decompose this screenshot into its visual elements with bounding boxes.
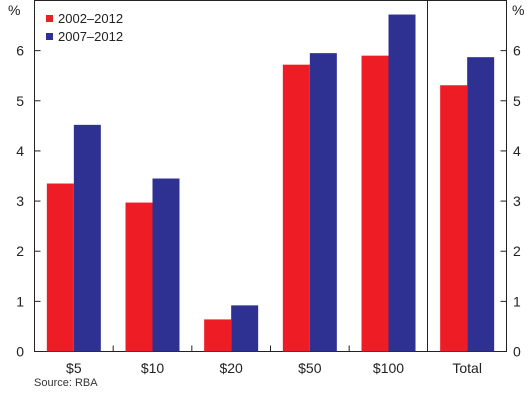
- legend-swatch-2007-2012: [46, 33, 53, 40]
- y-tick-label-left-6: 6: [16, 43, 24, 59]
- bar-20-series-2: [231, 305, 259, 352]
- y-tick-label-right-0: 0: [513, 344, 521, 360]
- y-tick-label-left-4: 4: [16, 143, 24, 159]
- x-axis-labels: $5 $10 $20 $50 $100 Total: [66, 345, 482, 376]
- y-tick-label-right-3: 3: [513, 193, 521, 209]
- legend-label-2007-2012: 2007–2012: [58, 29, 123, 44]
- y-tick-label-left-1: 1: [16, 293, 24, 309]
- legend-label-2002-2012: 2002–2012: [58, 11, 123, 26]
- y-tick-label-left-5: 5: [16, 93, 24, 109]
- bar-100-series-2: [388, 14, 416, 352]
- bar-total-series-2: [467, 57, 495, 352]
- legend-swatch-2002-2012: [46, 15, 53, 22]
- y-unit-right: %: [512, 2, 524, 18]
- y-tick-label-right-5: 5: [513, 93, 521, 109]
- bar-10-series-1: [125, 202, 153, 352]
- bar-10-series-2: [152, 178, 180, 352]
- x-tick-label-3: $20: [219, 360, 243, 376]
- y-tick-label-right-4: 4: [513, 143, 521, 159]
- x-tick-label-6: Total: [452, 360, 482, 376]
- x-tick-label-5: $100: [373, 360, 404, 376]
- x-tick-label-4: $50: [298, 360, 322, 376]
- bar-20-series-1: [204, 319, 232, 352]
- bar-5-series-2: [73, 124, 101, 352]
- x-tick-label-1: $5: [66, 360, 82, 376]
- bar-50-series-2: [309, 53, 337, 352]
- y-unit-left: %: [8, 2, 20, 18]
- y-tick-label-left-3: 3: [16, 193, 24, 209]
- x-tick-label-2: $10: [141, 360, 165, 376]
- source-note: Source: RBA: [34, 377, 98, 389]
- bar-5-series-1: [46, 183, 74, 352]
- y-tick-label-right-6: 6: [513, 43, 521, 59]
- legend: 2002–2012 2007–2012: [46, 11, 123, 44]
- y-tick-label-left-2: 2: [16, 243, 24, 259]
- y-tick-label-left-0: 0: [16, 344, 24, 360]
- y-axis-ticks: 0 0 1 1 2 2 3 3 4 4 5 5 6 6: [16, 43, 521, 360]
- plot-frame: [34, 0, 507, 352]
- y-tick-label-right-2: 2: [513, 243, 521, 259]
- y-tick-label-right-1: 1: [513, 293, 521, 309]
- bars-group: [46, 14, 495, 352]
- bar-100-series-1: [361, 55, 389, 352]
- bar-50-series-1: [282, 64, 310, 352]
- bar-total-series-1: [440, 85, 468, 352]
